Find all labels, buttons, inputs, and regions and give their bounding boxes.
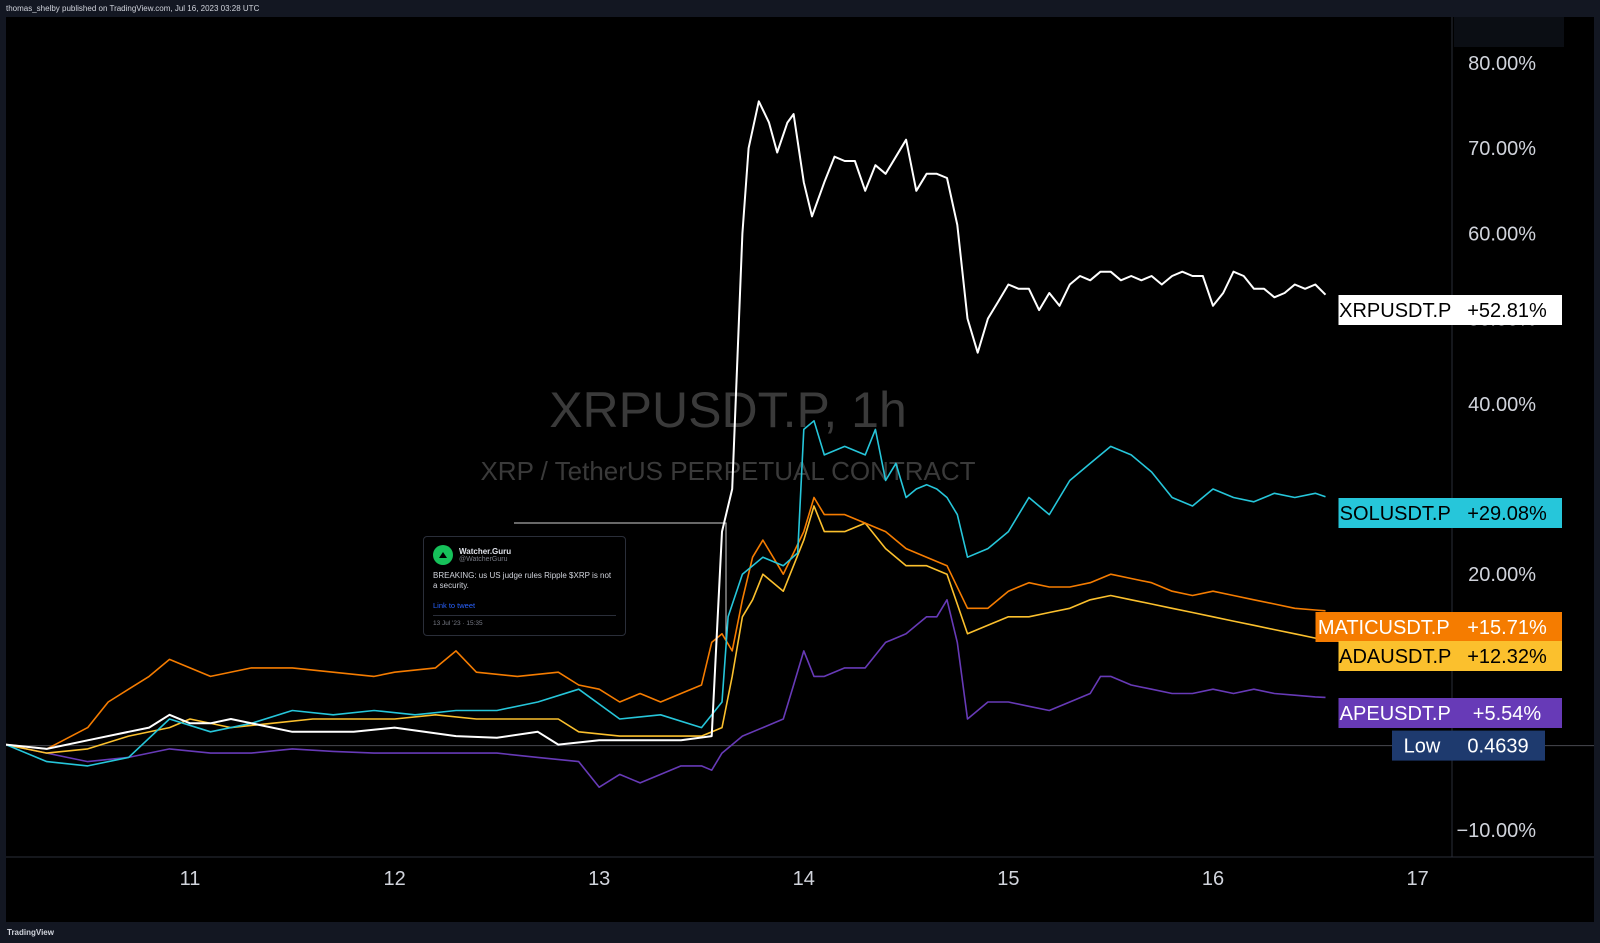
series-line-solusdt-p[interactable] — [5, 419, 1326, 767]
x-tick-label: 15 — [997, 868, 1019, 890]
low-value-tag — [1452, 730, 1545, 761]
watcher-guru-avatar-icon — [433, 545, 453, 565]
low-value-label: 0.4639 — [1467, 736, 1528, 758]
series-value-tag — [1452, 612, 1562, 642]
series-name-tag — [1338, 698, 1452, 728]
tradingview-logo-icon[interactable]: TradingView — [7, 922, 54, 943]
y-tick-label: 70.00% — [1468, 138, 1536, 160]
publish-line: thomas_shelby published on TradingView.c… — [6, 4, 260, 13]
series-value-label: +5.54% — [1473, 703, 1542, 725]
tweet-link[interactable]: Link to tweet — [433, 601, 476, 610]
series-name-label: XRPUSDT.P — [1339, 300, 1451, 322]
series-name-label: APEUSDT.P — [1340, 703, 1451, 725]
footer-bar: TradingView — [0, 922, 1600, 943]
series-value-label: +29.08% — [1467, 503, 1547, 525]
series-value-tag — [1452, 641, 1562, 671]
series-value-tag — [1452, 498, 1562, 528]
series-value-label: +15.71% — [1467, 617, 1547, 639]
series-name-tag — [1338, 295, 1452, 325]
series-line-xrpusdt-p[interactable] — [5, 100, 1327, 750]
y-tick-label: 60.00% — [1468, 223, 1536, 245]
low-name-tag — [1392, 730, 1452, 761]
tweet-text: BREAKING: us US judge rules Ripple $XRP … — [433, 571, 612, 590]
y-tick-label: 40.00% — [1468, 394, 1536, 416]
series-name-label: SOLUSDT.P — [1340, 503, 1451, 525]
watermark-description: XRP / TetherUS PERPETUAL CONTRACT — [480, 456, 975, 486]
tweet-author: Watcher.Guru — [459, 547, 512, 556]
x-tick-label: 16 — [1202, 868, 1224, 890]
series-name-tag — [1315, 612, 1452, 642]
chart-svg[interactable]: XRPUSDT.P, 1h XRP / TetherUS PERPETUAL CO… — [5, 17, 1594, 922]
series-name-label: ADAUSDT.P — [1339, 646, 1451, 668]
low-name-label: Low — [1404, 736, 1441, 758]
watermark-symbol: XRPUSDT.P, 1h — [549, 382, 907, 438]
series-line-apeusdt-p[interactable] — [5, 598, 1326, 789]
tweet-card[interactable]: Watcher.Guru @WatcherGuru BREAKING: us U… — [423, 536, 626, 636]
chart-area[interactable]: XRPUSDT.P, 1h XRP / TetherUS PERPETUAL CO… — [5, 17, 1594, 922]
y-tick-label: 80.00% — [1468, 53, 1536, 75]
publish-info: thomas_shelby published on TradingView.c… — [0, 0, 1600, 17]
series-line-maticusdt-p[interactable] — [5, 496, 1326, 750]
y-tick-label: 20.00% — [1468, 564, 1536, 586]
footer-logo-text: TradingView — [7, 928, 54, 937]
tweet-connector — [514, 522, 727, 642]
x-tick-label: 12 — [383, 868, 405, 890]
x-tick-label: 13 — [588, 868, 610, 890]
x-tick-label: 11 — [180, 868, 201, 890]
x-tick-label: 17 — [1406, 868, 1428, 890]
series-name-tag — [1338, 498, 1452, 528]
series-name-tag — [1338, 641, 1452, 671]
series-line-adausdt-p[interactable] — [5, 505, 1326, 754]
x-tick-label: 14 — [793, 868, 815, 890]
series-value-label: +12.32% — [1467, 646, 1547, 668]
series-name-label: MATICUSDT.P — [1318, 617, 1450, 639]
series-value-tag — [1452, 698, 1562, 728]
tweet-timestamp: 13 Jul '23 · 15:35 — [433, 620, 483, 627]
series-value-label: +52.81% — [1467, 300, 1547, 322]
tweet-separator — [433, 615, 616, 616]
y-tick-label: −10.00% — [1456, 820, 1536, 842]
price-axis-header — [1454, 17, 1564, 47]
series-value-tag — [1452, 295, 1562, 325]
tweet-handle: @WatcherGuru — [459, 556, 508, 563]
